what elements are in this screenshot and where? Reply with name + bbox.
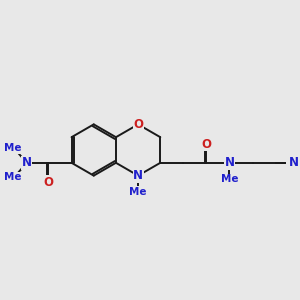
- Text: N: N: [133, 169, 143, 182]
- Text: Me: Me: [221, 175, 238, 184]
- Text: N: N: [22, 156, 32, 169]
- Text: N: N: [224, 156, 235, 169]
- Text: N: N: [289, 156, 298, 169]
- Text: Me: Me: [4, 143, 22, 153]
- Text: Me: Me: [4, 172, 22, 182]
- Text: Me: Me: [129, 187, 147, 197]
- Text: O: O: [201, 138, 212, 151]
- Text: O: O: [44, 176, 53, 188]
- Text: O: O: [133, 118, 143, 131]
